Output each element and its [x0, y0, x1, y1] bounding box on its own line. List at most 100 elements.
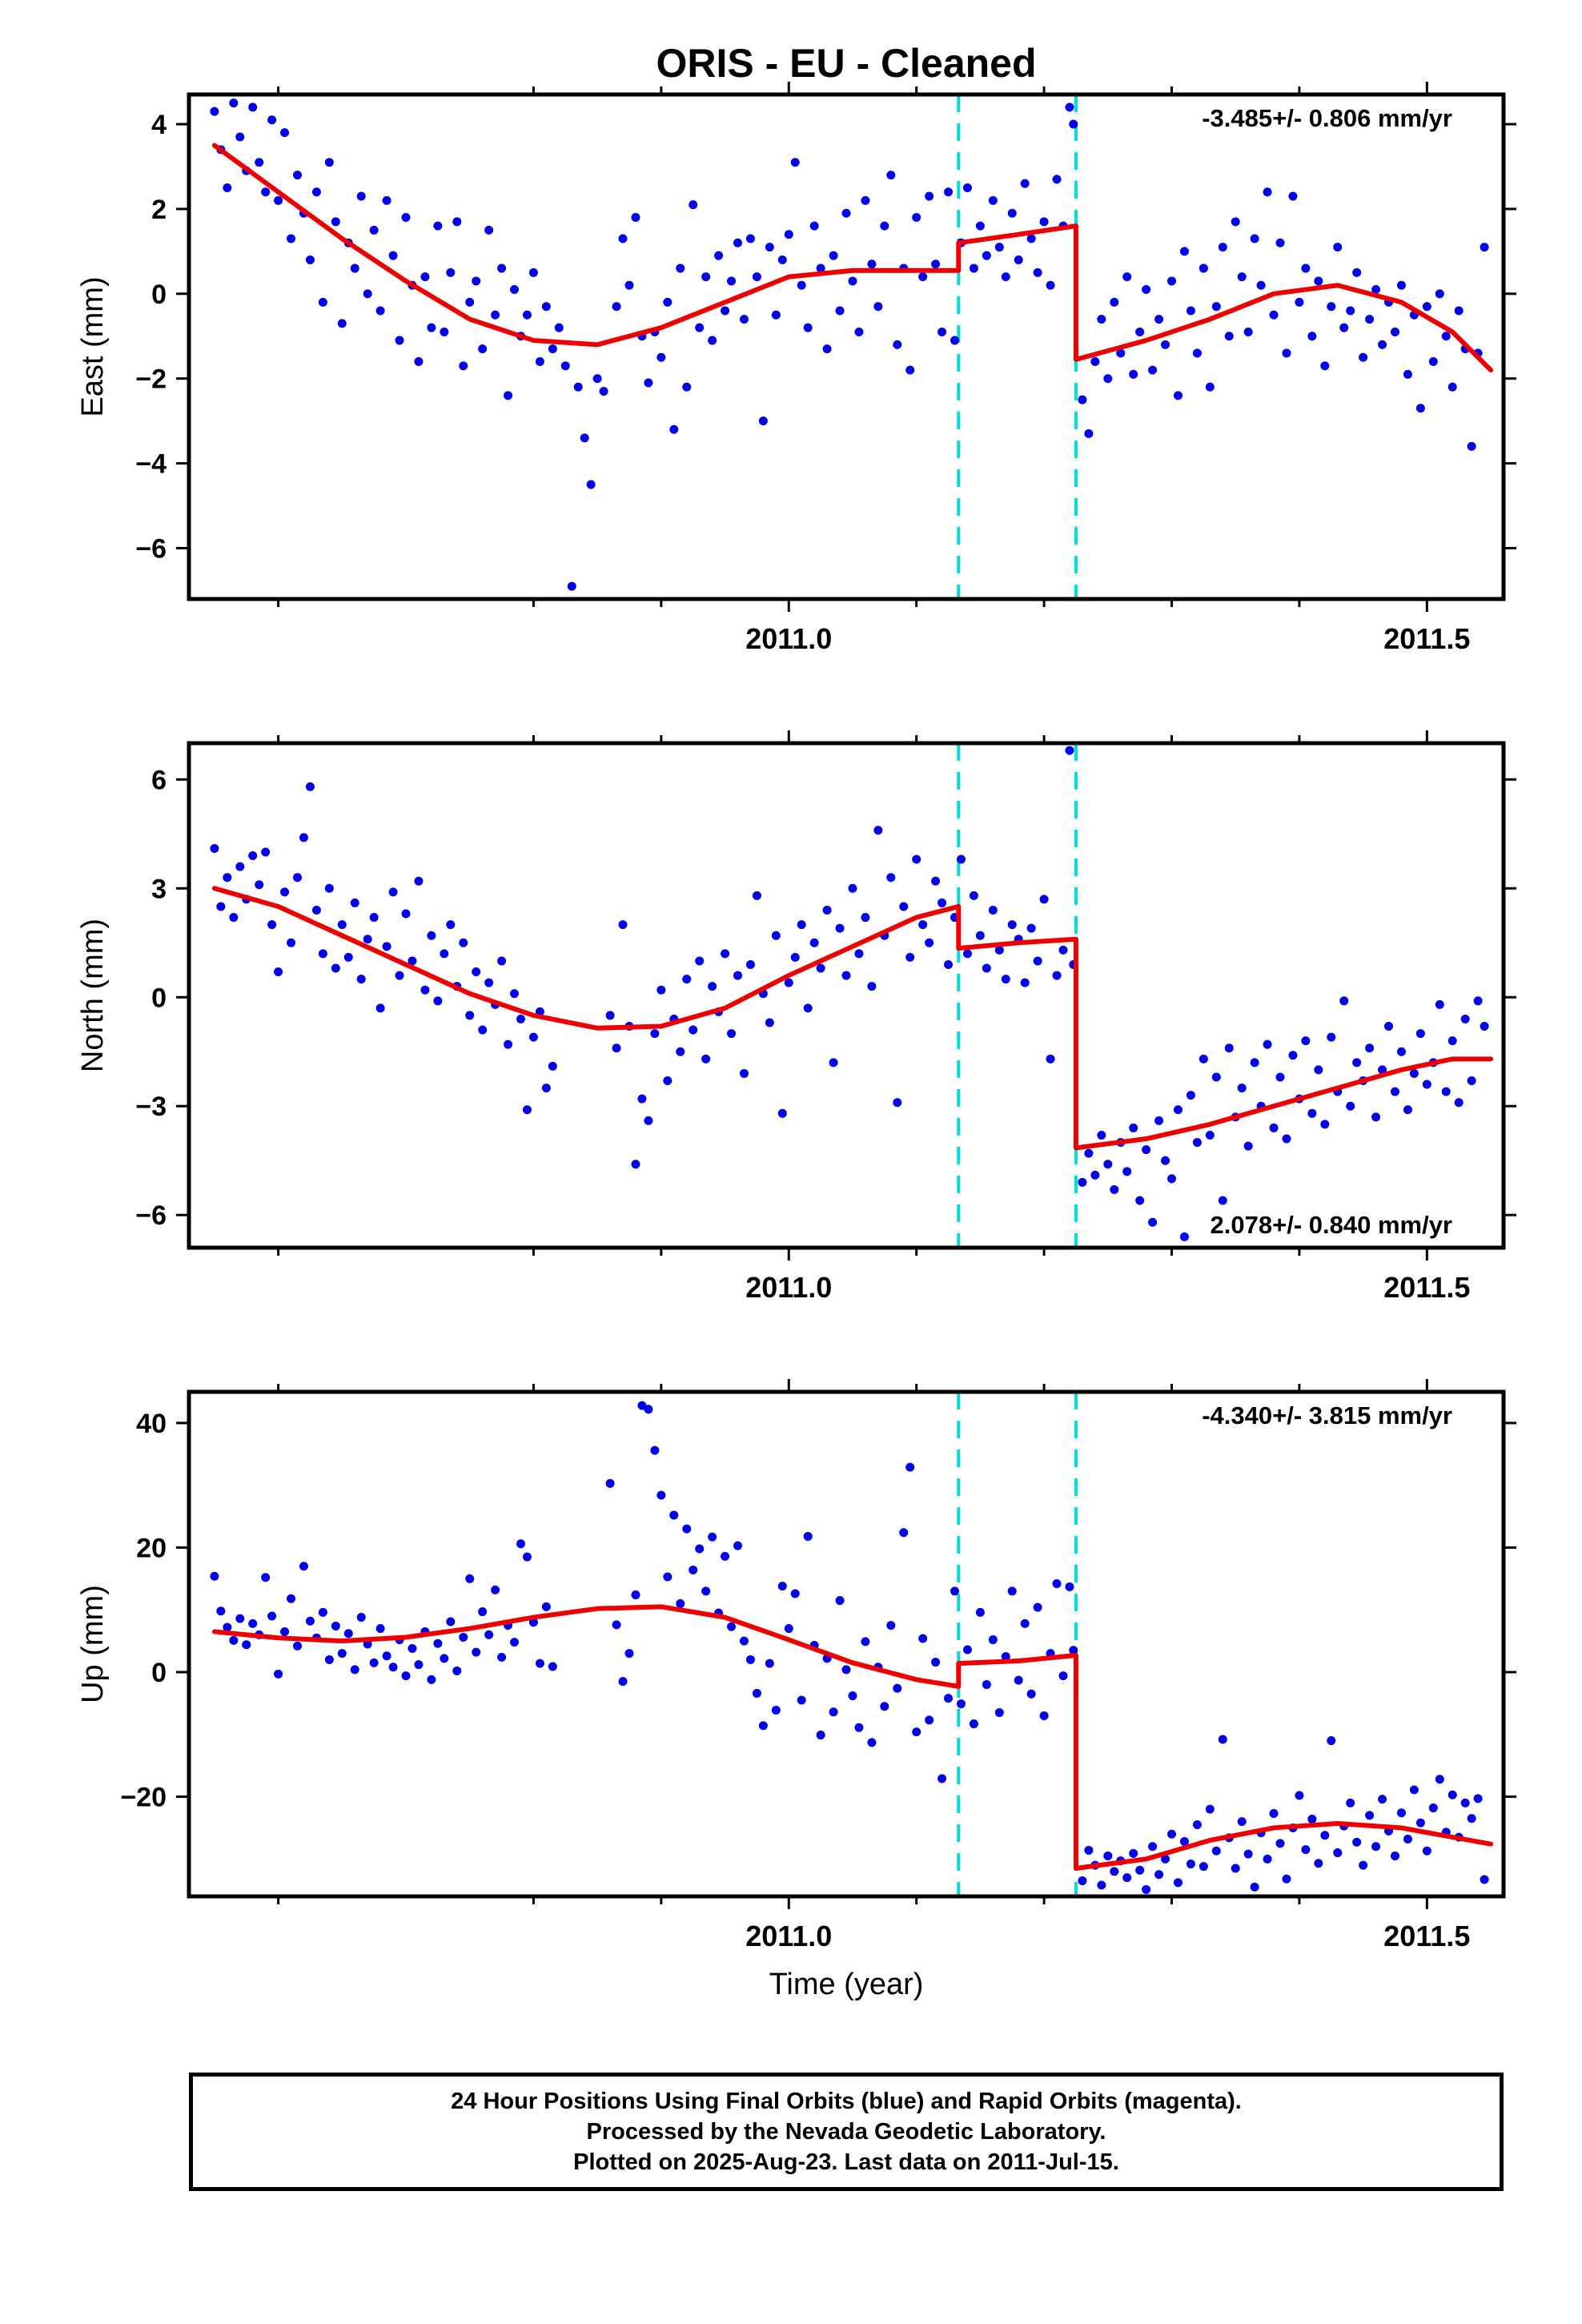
data-point [841, 971, 851, 980]
data-point [401, 1671, 411, 1681]
y-tick-label: 0 [151, 1658, 167, 1688]
data-point [765, 243, 774, 252]
data-point [918, 272, 928, 282]
data-point [331, 1621, 340, 1630]
data-point [223, 1622, 232, 1632]
data-point [1192, 1138, 1202, 1148]
data-point [318, 949, 327, 959]
data-point [1020, 179, 1030, 188]
data-point [401, 909, 411, 919]
data-point [388, 251, 398, 260]
data-point [331, 963, 340, 973]
data-point [1148, 1217, 1158, 1227]
model-segment-1 [211, 143, 962, 348]
data-point [1314, 1065, 1323, 1075]
data-point [721, 306, 730, 316]
data-point [255, 880, 264, 890]
rate-label: -3.485+/- 0.806 mm/yr [1202, 104, 1452, 132]
data-point [1327, 1032, 1336, 1042]
data-point [274, 1669, 283, 1679]
y-tick-label: −4 [135, 449, 167, 480]
data-point [452, 217, 462, 227]
data-point [1390, 1851, 1399, 1860]
data-point [969, 891, 978, 900]
data-point [1218, 243, 1227, 252]
data-point [1211, 1846, 1221, 1856]
data-point [1352, 267, 1362, 277]
data-point [962, 949, 972, 959]
data-point [1046, 280, 1055, 290]
data-point [1078, 1876, 1087, 1886]
data-point [1205, 1804, 1215, 1814]
data-point [356, 1613, 366, 1622]
data-point [1078, 395, 1087, 404]
data-point [433, 1638, 443, 1648]
data-point [1039, 1711, 1049, 1720]
data-point [554, 323, 564, 332]
data-point [363, 935, 372, 944]
data-point [318, 297, 327, 307]
data-point [803, 1531, 813, 1541]
data-point [905, 365, 915, 375]
data-point [644, 1405, 653, 1414]
data-point [1129, 1848, 1138, 1858]
data-point [274, 195, 283, 205]
data-point [1167, 276, 1177, 286]
data-point [1205, 1130, 1215, 1140]
data-point [950, 1586, 960, 1596]
data-point [893, 1098, 902, 1108]
data-point [1039, 895, 1049, 904]
data-point [1314, 1859, 1323, 1868]
data-point [797, 280, 806, 290]
data-point [280, 887, 290, 897]
data-point [1179, 1232, 1189, 1241]
data-point [816, 1731, 825, 1740]
data-point [350, 898, 359, 907]
data-point [803, 323, 813, 332]
data-point [1422, 1080, 1431, 1089]
data-point [918, 920, 928, 930]
data-point [229, 1635, 239, 1645]
data-point [708, 982, 717, 991]
data-point [1460, 1014, 1470, 1023]
data-point [739, 315, 749, 324]
data-point [1173, 391, 1182, 400]
data-point [382, 195, 391, 205]
data-point [1058, 945, 1068, 955]
data-point [1371, 1112, 1381, 1122]
data-point [1282, 348, 1291, 358]
model-segment-3 [1073, 1821, 1494, 1871]
data-point [382, 942, 391, 951]
data-point [612, 302, 621, 312]
data-point [1250, 1058, 1259, 1068]
x-tick-label: 2011.5 [1383, 1271, 1470, 1304]
data-point [669, 1510, 679, 1520]
data-point [835, 923, 845, 933]
data-point [605, 1478, 615, 1488]
data-point [465, 1011, 475, 1020]
data-point [682, 382, 692, 392]
data-point [1161, 340, 1170, 349]
data-point [446, 267, 456, 277]
data-point [1371, 1842, 1381, 1852]
data-point [216, 902, 226, 911]
data-point [1199, 1862, 1208, 1872]
data-point [1307, 332, 1317, 341]
data-point [988, 905, 998, 915]
data-point [541, 302, 551, 312]
data-point [1346, 1101, 1355, 1111]
data-point [886, 873, 896, 883]
data-point [1428, 357, 1438, 367]
data-point [1480, 1875, 1489, 1884]
data-point [337, 319, 347, 328]
data-point [478, 1607, 488, 1617]
data-point [599, 387, 608, 396]
data-point [727, 1029, 737, 1039]
data-point [758, 416, 768, 426]
data-point [752, 891, 761, 900]
data-point [356, 191, 366, 201]
data-point [1161, 1156, 1170, 1165]
data-point [1390, 327, 1399, 336]
data-point [1346, 1798, 1355, 1807]
data-point [395, 971, 404, 980]
